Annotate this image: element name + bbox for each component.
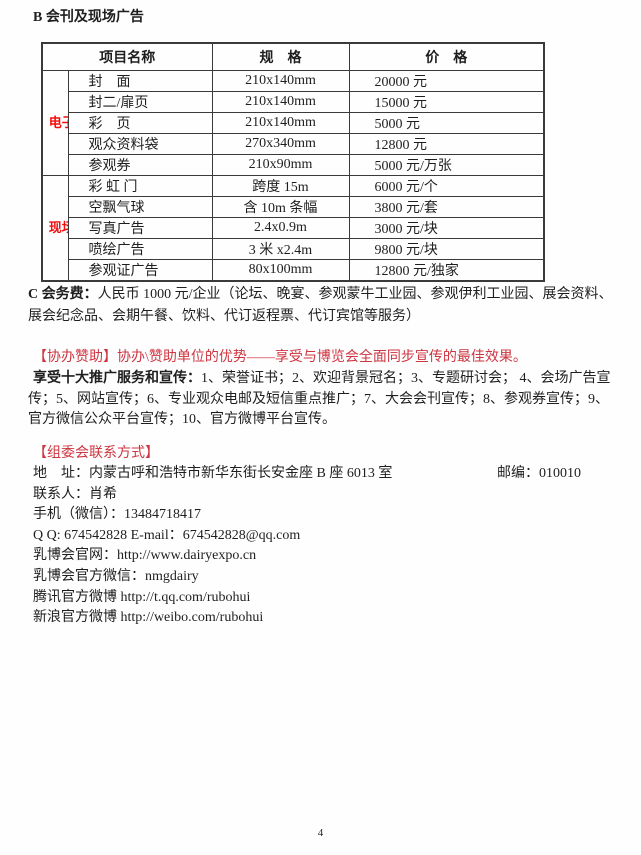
- contact-block: 地 址：内蒙古呼和浩特市新华东街长安金座 B 座 6013 室 邮编：01001…: [33, 464, 618, 629]
- group-label-onsite: 现场广告: [41, 175, 69, 282]
- cell-price: 15000 元: [348, 91, 545, 113]
- section-title: B 会刊及现场广告: [33, 10, 144, 25]
- cell-spec: 3 米 x2.4m: [211, 238, 350, 260]
- conference-fee-paragraph: C 会务费：人民币 1000 元/企业（论坛、晚宴、参观蒙牛工业园、参观伊利工业…: [28, 284, 616, 327]
- header-price: 价 格: [348, 42, 545, 71]
- contact-wechat-line: 乳博会官方微信：nmgdairy: [33, 568, 199, 584]
- promo-label: 享受十大推广服务和宣传：: [33, 371, 201, 386]
- table-row: 彩 页 210x140mm 5000 元: [42, 112, 545, 134]
- promo-text: 1、荣誉证书；2、欢迎背景冠名；3、专题研讨会； 4、会场广告宣传；5、网站宣传…: [28, 371, 611, 427]
- cell-price: 20000 元: [348, 70, 545, 92]
- cell-spec: 80x100mm: [211, 259, 350, 282]
- fee-text: 人民币 1000 元/企业（论坛、晚宴、参观蒙牛工业园、参观伊利工业园、展会资料…: [28, 287, 613, 324]
- cell-spec: 210x140mm: [211, 112, 350, 134]
- contact-address-line: 地 址：内蒙古呼和浩特市新华东街长安金座 B 座 6013 室 邮编：01001…: [33, 464, 618, 485]
- table-row: 参观证广告 80x100mm 12800 元/独家: [42, 259, 545, 282]
- cell-price: 5000 元/万张: [348, 154, 545, 176]
- cell-price: 3800 元/套: [348, 196, 545, 218]
- fee-label: C 会务费：: [28, 287, 98, 302]
- cell-spec: 跨度 15m: [211, 175, 350, 197]
- cell-price: 5000 元: [348, 112, 545, 134]
- table-row: 封二/扉页 210x140mm 15000 元: [42, 91, 545, 113]
- postcode-text: 邮编：010010: [497, 466, 581, 481]
- sponsorship-line: 【协办赞助】协办\赞助单位的优势——享受与博览会全面同步宣传的最佳效果。: [33, 350, 527, 365]
- table-row: 观众资料袋 270x340mm 12800 元: [42, 133, 545, 155]
- cell-name: 彩 虹 门: [67, 175, 213, 197]
- table-row: 写真广告 2.4x0.9m 3000 元/块: [42, 217, 545, 239]
- cell-name: 观众资料袋: [67, 133, 213, 155]
- contact-website-line: 乳博会官网：http://www.dairyexpo.cn: [33, 548, 257, 564]
- cell-spec: 270x340mm: [211, 133, 350, 155]
- cell-price: 9800 元/块: [348, 238, 545, 260]
- header-project-name: 项目名称: [41, 42, 213, 71]
- header-spec: 规 格: [211, 42, 350, 71]
- vertical-label: 电子会刊及广告: [48, 115, 67, 130]
- contact-heading: 【组委会联系方式】: [33, 446, 159, 461]
- cell-spec: 210x140mm: [211, 70, 350, 92]
- contact-person-line: 联系人：肖希: [33, 486, 117, 502]
- table-row: 电子会刊及广告 封 面 210x140mm 20000 元: [41, 70, 545, 176]
- table-row: 参观券 210x90mm 5000 元/万张: [42, 154, 545, 176]
- table-row: 现场广告 彩 虹 门 跨度 15m 6000 元/个: [41, 175, 545, 282]
- page-number: 4: [317, 827, 324, 839]
- cell-name: 空飘气球: [67, 196, 213, 218]
- vertical-label: 现场广告: [48, 220, 67, 235]
- cell-name: 封二/扉页: [67, 91, 213, 113]
- cell-price: 6000 元/个: [348, 175, 545, 197]
- contact-phone-line: 手机（微信）：13484718417: [33, 507, 201, 523]
- cell-name: 喷绘广告: [67, 238, 213, 260]
- cell-name: 彩 页: [67, 112, 213, 134]
- table-header-row: 项目名称 规 格 价 格: [41, 42, 545, 71]
- cell-name: 参观证广告: [67, 259, 213, 282]
- cell-spec: 2.4x0.9m: [211, 217, 350, 239]
- cell-price: 12800 元: [348, 133, 545, 155]
- cell-price: 12800 元/独家: [348, 259, 545, 282]
- promotion-paragraph: 享受十大推广服务和宣传：1、荣誉证书；2、欢迎背景冠名；3、专题研讨会； 4、会…: [28, 369, 618, 431]
- contact-tqq-weibo-line: 腾讯官方微博 http://t.qq.com/rubohui: [33, 589, 251, 605]
- price-table: 项目名称 规 格 价 格 电子会刊及广告 封 面 210x140mm 20000…: [41, 42, 545, 282]
- cell-name: 写真广告: [67, 217, 213, 239]
- cell-spec: 210x90mm: [211, 154, 350, 176]
- contact-sina-weibo-line: 新浪官方微博 http://weibo.com/rubohui: [33, 610, 264, 626]
- cell-price: 3000 元/块: [348, 217, 545, 239]
- table-row: 喷绘广告 3 米 x2.4m 9800 元/块: [42, 238, 545, 260]
- table-row: 空飘气球 含 10m 条幅 3800 元/套: [42, 196, 545, 218]
- cell-spec: 含 10m 条幅: [211, 196, 350, 218]
- cell-name: 封 面: [67, 70, 213, 92]
- cell-spec: 210x140mm: [211, 91, 350, 113]
- cell-name: 参观券: [67, 154, 213, 176]
- address-text: 地 址：内蒙古呼和浩特市新华东街长安金座 B 座 6013 室: [33, 466, 393, 481]
- group-label-ejournal: 电子会刊及广告: [41, 70, 69, 176]
- contact-qq-email-line: Q Q: 674542828 E-mail：674542828@qq.com: [33, 527, 301, 543]
